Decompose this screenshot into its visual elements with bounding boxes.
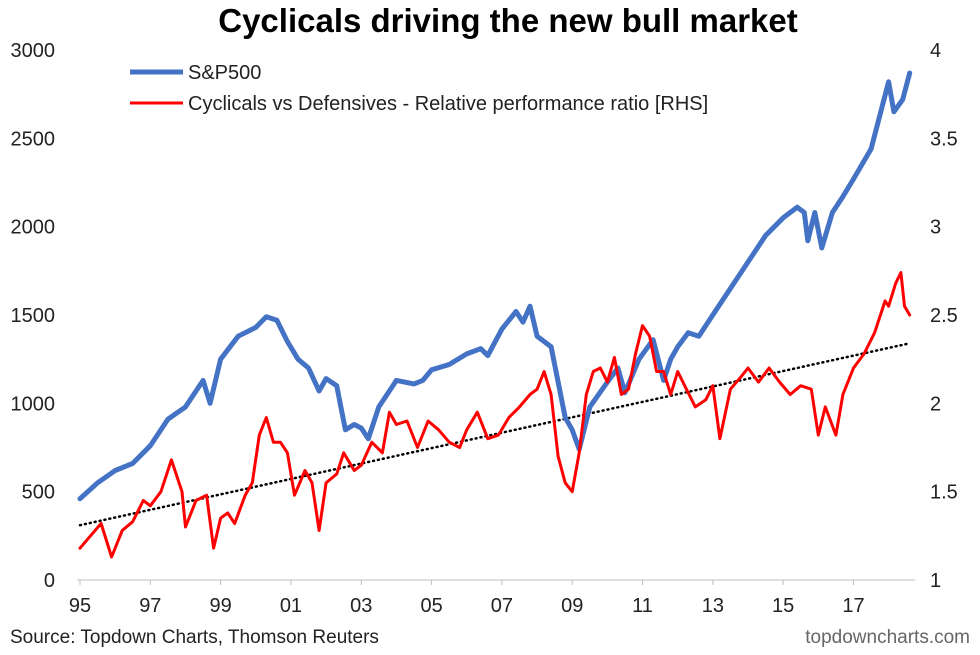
- y-right-tick-label: 2.5: [930, 305, 958, 327]
- x-tick-label: 11: [632, 595, 653, 617]
- legend-label-sp500: S&P500: [188, 62, 261, 84]
- y-left-tick-label: 2500: [11, 128, 56, 150]
- y-right-tick-label: 2: [930, 393, 941, 415]
- y-right-tick-label: 3: [930, 217, 941, 239]
- x-tick-label: 97: [139, 595, 161, 617]
- y-left-tick-label: 0: [44, 570, 55, 592]
- x-axis: 95 97 99 01 03 05 07 09 11 13 15 17: [69, 579, 915, 617]
- x-tick-label: 09: [561, 595, 583, 617]
- legend-label-ratio: Cyclicals vs Defensives - Relative perfo…: [188, 93, 708, 115]
- chart-title: Cyclicals driving the new bull market: [218, 2, 798, 39]
- y-left-tick-label: 2000: [11, 217, 56, 239]
- x-tick-label: 01: [280, 595, 302, 617]
- y-right-axis: 1 1.5 2 2.5 3 3.5 4: [930, 40, 958, 592]
- legend: S&P500 Cyclicals vs Defensives - Relativ…: [130, 62, 708, 115]
- y-left-tick-label: 1500: [11, 305, 56, 327]
- y-left-axis: 0 500 1000 1500 2000 2500 3000: [11, 40, 56, 592]
- y-left-tick-label: 3000: [11, 40, 56, 62]
- x-tick-label: 95: [69, 595, 91, 617]
- y-left-tick-label: 1000: [11, 393, 56, 415]
- y-right-tick-label: 1: [930, 570, 941, 592]
- sp500-line: [77, 70, 913, 502]
- trend-line: [78, 342, 911, 527]
- brand-url: topdowncharts.com: [805, 627, 970, 648]
- x-tick-label: 05: [420, 595, 442, 617]
- x-tick-label: 15: [772, 595, 794, 617]
- x-tick-label: 07: [491, 595, 513, 617]
- x-tick-label: 03: [350, 595, 372, 617]
- y-right-tick-label: 3.5: [930, 128, 958, 150]
- x-tick-label: 17: [842, 595, 864, 617]
- x-tick-label: 99: [210, 595, 232, 617]
- y-right-tick-label: 4: [930, 40, 941, 62]
- y-right-tick-label: 1.5: [930, 482, 958, 504]
- cyclicals-ratio-line: [78, 271, 912, 559]
- source-note: Source: Topdown Charts, Thomson Reuters: [10, 627, 379, 648]
- y-left-tick-label: 500: [22, 482, 55, 504]
- plot-area: [77, 70, 913, 559]
- x-tick-label: 13: [702, 595, 724, 617]
